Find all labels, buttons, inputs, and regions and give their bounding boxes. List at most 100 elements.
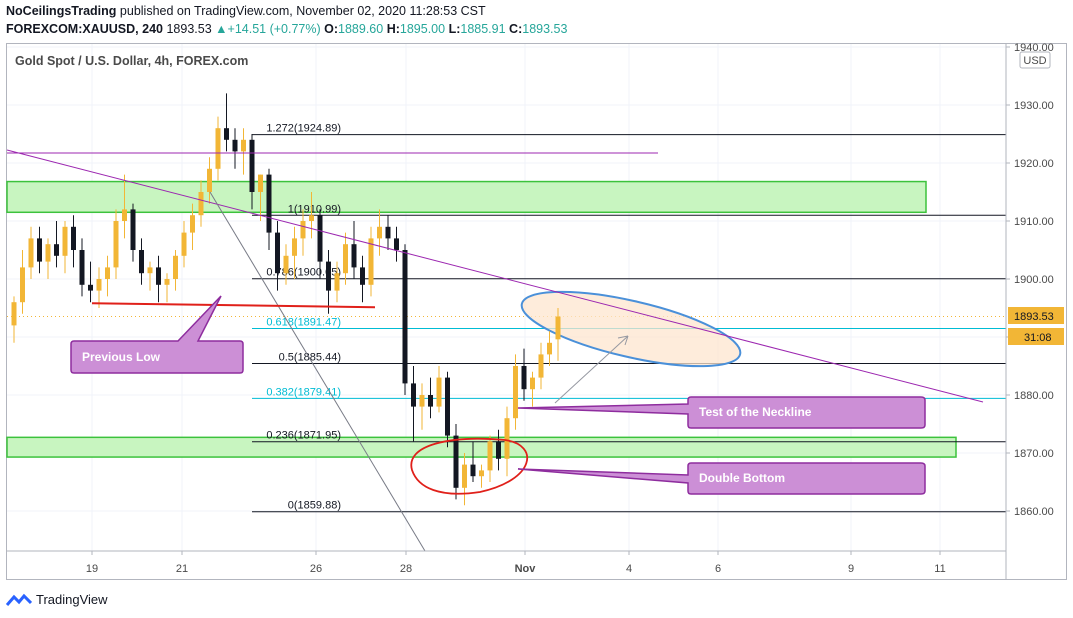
candle [504,406,510,477]
candle-body [232,139,238,152]
last-price-tag-label: 1893.53 [1014,311,1054,323]
descending-trendline [6,149,984,403]
tradingview-logo-icon [6,593,32,606]
candle [453,424,459,500]
candle [377,209,382,256]
fib-label: 0.382(1879.41) [266,386,341,398]
candle [436,366,442,413]
fibonacci-levels: 1.272(1924.89)1(1910.99)0.786(1900.05)0.… [7,123,1006,513]
candle-body [45,244,51,262]
candle-body [130,209,136,250]
candle [317,209,323,279]
candle-body [37,238,42,262]
candle-body [496,441,501,459]
candle-body [96,279,102,291]
candle-body [428,395,433,407]
candle [487,435,493,482]
candle [283,244,289,285]
x-tick-label: 28 [400,563,412,575]
candle-body [530,377,535,390]
candle-body [360,267,365,285]
x-tick-label: 6 [715,563,721,575]
candle [351,221,357,279]
y-tick-label: 1940.00 [1014,42,1054,54]
candle-body [470,464,476,477]
y-tick-label: 1880.00 [1014,390,1054,402]
previous-low-line [91,302,376,309]
open-value: 1889.60 [338,22,384,36]
support-resistance-zones [6,180,957,458]
chart-title: Gold Spot / U.S. Dollar, 4h, FOREX.com [15,54,248,68]
diagonal-gray-line [209,191,426,552]
y-tick-label: 1920.00 [1014,158,1054,170]
candle-body [258,174,263,192]
candle-body [462,464,467,488]
last-price: 1893.53 [166,22,212,36]
candle-body [224,128,229,140]
candle [292,226,297,279]
y-tick-label: 1930.00 [1014,100,1054,112]
y-tick-label: 1870.00 [1014,448,1054,460]
candle [164,273,170,303]
candle [113,209,119,279]
candle [470,441,476,482]
candle [88,261,93,303]
candle-body [411,383,416,407]
up-arrow-icon: ▲ [215,22,228,36]
fib-label: 0.618(1891.47) [266,316,341,328]
fib-label: 1(1910.99) [288,203,341,215]
open-label: O: [324,22,339,36]
candle [300,209,306,256]
candle-body [504,418,510,459]
candle [402,244,408,395]
candle-body [555,316,561,340]
candle [411,366,416,442]
candle-body [198,192,204,216]
candles [11,93,561,506]
candle-body [377,226,382,239]
candle-body [394,238,399,250]
candle-body [54,244,59,256]
candle-body [334,273,340,291]
candle [190,203,195,250]
footer-brand[interactable]: TradingView [6,592,108,607]
candle-body [139,250,144,274]
candle-body [88,284,93,291]
candle [547,331,552,366]
candle-body [436,377,442,407]
candle-body [113,221,119,268]
candle [249,134,255,210]
candle [11,296,17,343]
x-tick-label: 4 [626,563,632,575]
symbol-label: FOREXCOM:XAUUSD, 240 [6,22,163,36]
candle-body [487,441,493,471]
ellipse-highlight [520,290,742,368]
candle-body [266,174,272,233]
candle [530,371,535,407]
candle-body [317,215,323,262]
candle [445,371,450,448]
close-label: C: [509,22,523,36]
x-tick-label: 19 [86,563,98,575]
candle [428,377,433,419]
currency-badge [1019,51,1051,69]
candle-body [241,139,246,152]
x-tick-label: Nov [515,563,537,575]
candle-body [385,226,391,239]
footer-brand-label: TradingView [36,592,108,607]
candle [334,261,340,303]
x-tick-label: 26 [310,563,322,575]
candle [513,354,518,430]
candle [241,128,246,175]
candle-body [156,267,161,285]
candle-body [173,255,178,279]
candle-body [326,261,331,291]
candle [215,116,221,181]
callouts: Previous Low Test of the Neckline Double B… [70,295,926,495]
publisher-name[interactable]: NoCeilingsTrading [6,4,117,18]
candle [20,250,25,314]
publish-info: NoCeilingsTrading published on TradingVi… [6,4,486,18]
candle [385,215,391,250]
y-tick-label: 1910.00 [1014,216,1054,228]
